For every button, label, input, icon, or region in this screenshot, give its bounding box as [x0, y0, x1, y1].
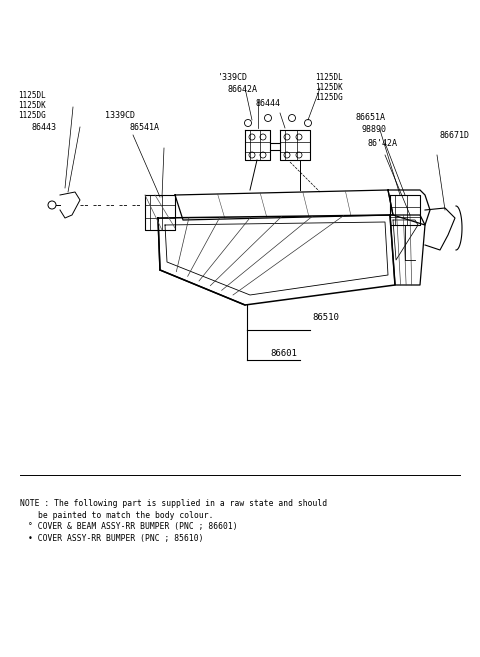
Text: 86601: 86601: [270, 348, 297, 357]
Text: 1125DL: 1125DL: [18, 91, 46, 101]
Text: 98890: 98890: [362, 125, 387, 135]
Text: 86651A: 86651A: [355, 114, 385, 122]
Text: 1125DL: 1125DL: [315, 74, 343, 83]
Text: 1125DG: 1125DG: [18, 112, 46, 120]
Text: 1339CD: 1339CD: [105, 110, 135, 120]
Text: 86510: 86510: [312, 313, 339, 323]
Text: 86541A: 86541A: [130, 124, 160, 133]
Text: 1125DK: 1125DK: [315, 83, 343, 93]
Text: 1125DK: 1125DK: [18, 101, 46, 110]
Text: ° COVER & BEAM ASSY-RR BUMPER (PNC ; 86601): ° COVER & BEAM ASSY-RR BUMPER (PNC ; 866…: [28, 522, 238, 532]
Text: 1125DG: 1125DG: [315, 93, 343, 102]
Text: '339CD: '339CD: [218, 74, 248, 83]
Text: 86444: 86444: [255, 99, 280, 108]
Text: 86642A: 86642A: [228, 85, 258, 95]
Text: 86443: 86443: [32, 124, 57, 133]
Text: NOTE : The following part is supplied in a raw state and should: NOTE : The following part is supplied in…: [20, 499, 327, 507]
Text: 86671D: 86671D: [440, 131, 470, 139]
Text: • COVER ASSY-RR BUMPER (PNC ; 85610): • COVER ASSY-RR BUMPER (PNC ; 85610): [28, 535, 204, 543]
Text: be painted to match the body colour.: be painted to match the body colour.: [38, 510, 214, 520]
Text: 86'42A: 86'42A: [368, 139, 398, 148]
